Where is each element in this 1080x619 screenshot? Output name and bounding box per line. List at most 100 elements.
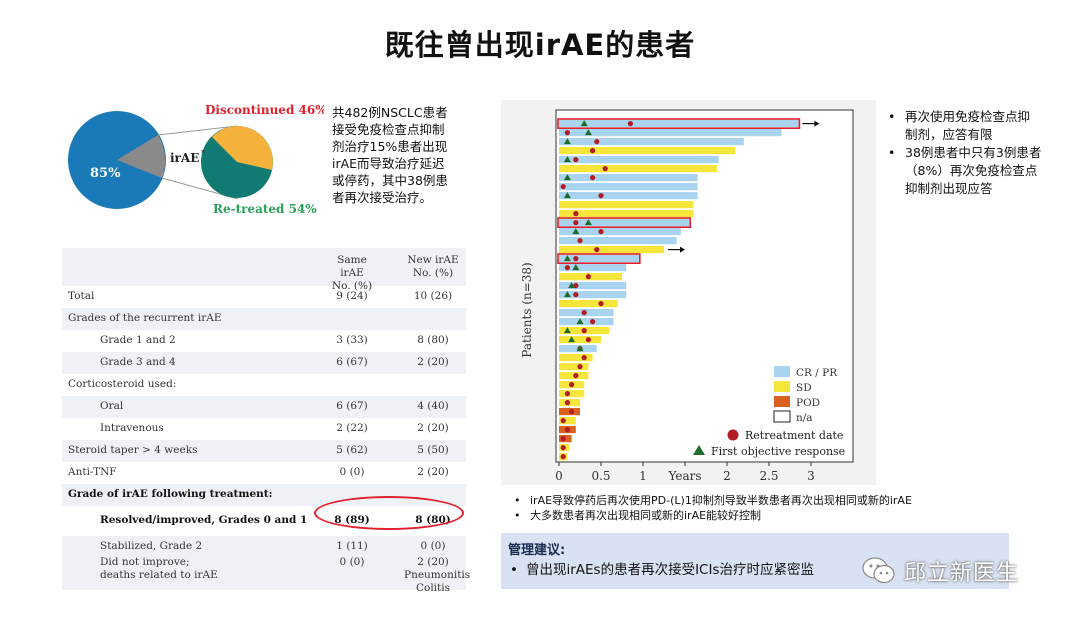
response-marker (572, 264, 580, 271)
retreatment-marker (598, 229, 604, 235)
wechat-icon (862, 557, 895, 584)
legend-retreatment-marker (727, 429, 739, 441)
bar (559, 282, 627, 290)
note-line: 38例患者中只有3例患者 (905, 145, 1042, 160)
summary-line: irAE而导致治疗延迟 (332, 156, 445, 171)
row-label: Intravenous (100, 422, 164, 434)
response-marker (563, 156, 571, 163)
ongoing-arrow-head (680, 246, 685, 253)
retreatment-marker (598, 301, 604, 307)
summary-line: 接受免疫检查点抑制 (332, 122, 445, 137)
pie-center-sup: * (201, 149, 205, 158)
response-marker (563, 291, 571, 298)
response-marker (563, 138, 571, 145)
table-row: Oral 6 (67) 4 (40) (62, 396, 466, 418)
management-text: 曾出现irAEs的患者再次接受ICIs治疗时应紧密监 (525, 562, 814, 578)
legend-label: SD (796, 382, 812, 394)
row-label: Grade 3 and 4 (100, 356, 176, 368)
bullet: • (514, 509, 521, 522)
bar-highlight-box (557, 118, 801, 129)
response-marker (584, 129, 592, 136)
note-line: 抑制剂出现应答 (905, 181, 993, 196)
retreatment-marker (594, 247, 600, 253)
retreatment-marker (594, 139, 600, 145)
bar (559, 192, 698, 200)
legend-swatch (774, 381, 790, 392)
x-tick-label: 0 (555, 469, 563, 483)
legend-swatch (774, 396, 790, 407)
note-line: 制剂，应答有限 (905, 127, 993, 142)
row-value-new: 2 (20) (417, 422, 449, 434)
swimmer-chart: 0 0.5 1 Years 2 2.5 3 CR / PR SD POD n/a Retreatme… (520, 109, 854, 483)
row-value-same: 1 (11) (336, 540, 368, 552)
retreatment-marker (564, 400, 570, 406)
header-same-irae: Same irAE (337, 254, 367, 279)
table-row: Anti-TNF 0 (0) 2 (20) (62, 462, 466, 484)
bar (559, 174, 698, 182)
bar (559, 300, 618, 308)
row-value-same: 5 (62) (336, 444, 368, 456)
bar (559, 336, 601, 344)
retreatment-marker (573, 220, 579, 226)
row-label: Did not improve; (100, 556, 190, 568)
retreatment-marker (602, 166, 608, 172)
response-marker (563, 192, 571, 199)
ongoing-arrow-head (814, 120, 820, 127)
retreatment-marker (560, 454, 566, 460)
legend-response-marker (693, 445, 705, 455)
row-label: Oral (100, 400, 124, 412)
x-tick-label: 0.5 (591, 469, 610, 483)
retreatment-marker (598, 193, 604, 199)
retreatment-marker (585, 274, 591, 280)
retreatment-marker (577, 238, 583, 244)
retreatment-marker (590, 148, 596, 154)
management-title: 管理建议: (508, 543, 566, 558)
retreatment-marker (569, 409, 575, 415)
bar-highlight-box (557, 253, 641, 264)
bar (559, 210, 694, 218)
retreatment-marker (560, 436, 566, 442)
bullet: • (888, 109, 896, 124)
retreatment-marker (573, 256, 579, 262)
note-line: 再次使用免疫检查点抑 (905, 109, 1031, 124)
retreatment-marker (560, 445, 566, 451)
legend-swatch (774, 366, 790, 377)
bottom-note-item: • 大多数患者再次出现相同或新的irAE能较好控制 (510, 508, 1040, 523)
bottom-note-text: 大多数患者再次出现相同或新的irAE能较好控制 (530, 509, 762, 522)
row-label: Total (68, 290, 95, 302)
bottom-notes: • irAE导致停药后再次使用PD-(L)1抑制剂导致半数患者再次出现相同或新的… (510, 493, 1040, 523)
row-value-same: 9 (24) (336, 290, 368, 302)
response-marker (576, 318, 584, 325)
response-marker (563, 327, 571, 334)
summary-text: 共482例NSCLC患者 接受免疫检查点抑制 剂治疗15%患者出现 irAE而导… (332, 104, 458, 206)
bottom-note-text: irAE导致停药后再次使用PD-(L)1抑制剂导致半数患者再次出现相同或新的ir… (530, 494, 912, 507)
bar-highlight-box (557, 217, 691, 228)
row-value-same: 0 (0) (339, 466, 365, 478)
bullet: • (514, 494, 521, 507)
pie-discontinued-slice (237, 126, 273, 170)
row-value-new-note: Colitis (415, 582, 451, 594)
header-same-irae-unit: No. (%) (331, 280, 373, 292)
row-label: Resolved/improved, Grades 0 and 1 (100, 514, 308, 526)
row-value-same: 6 (67) (336, 400, 368, 412)
bar (559, 183, 698, 191)
response-marker (568, 282, 576, 289)
retreatment-marker (573, 283, 579, 289)
row-value-new: 2 (20) (417, 556, 449, 568)
bar (559, 318, 614, 326)
row-label: Grade 1 and 2 (100, 334, 176, 346)
pie-irae-slice (117, 135, 166, 178)
retreatment-marker (560, 184, 566, 190)
retreatment-marker (581, 328, 587, 334)
connector-top (157, 125, 238, 136)
bar (559, 237, 677, 245)
retreatment-marker (573, 373, 579, 379)
retreatment-marker (564, 265, 570, 271)
irae-pie-chart: 85% irAE * Discontinued 46% Re-treated 5… (68, 103, 324, 216)
bar (559, 354, 593, 362)
bar (559, 255, 639, 263)
pie-main-label: 85% (90, 166, 121, 181)
legend-label: POD (796, 397, 820, 409)
retreatment-marker (590, 319, 596, 325)
watermark-text: 邱立新医生 (904, 561, 1020, 586)
